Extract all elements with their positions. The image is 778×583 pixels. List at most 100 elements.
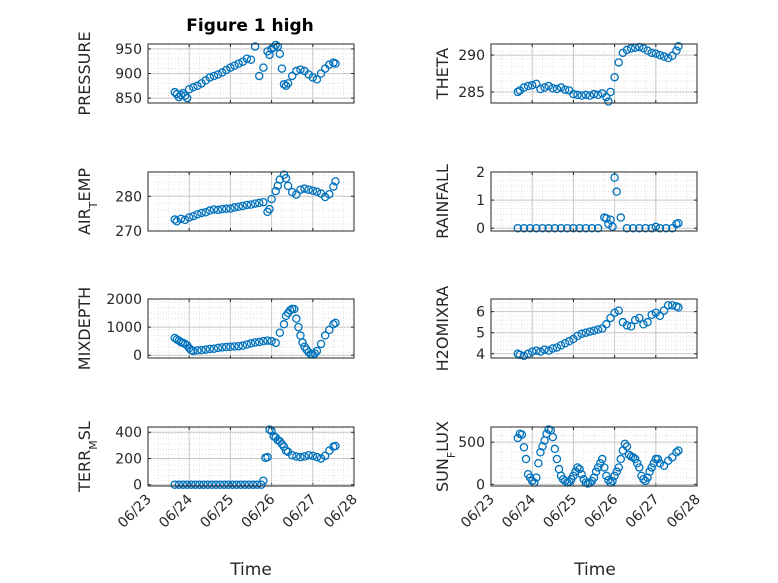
data-point [250, 42, 260, 51]
data-point [292, 190, 301, 199]
data-point [226, 342, 235, 352]
data-point [281, 173, 291, 183]
data-point [635, 313, 644, 323]
data-point [296, 65, 305, 74]
data-point [589, 89, 599, 99]
data-point [643, 317, 652, 327]
data-point [265, 204, 274, 214]
data-point [170, 480, 180, 489]
data-point [513, 223, 523, 233]
data-point [643, 473, 652, 482]
y-tick-label: 4 [476, 347, 485, 363]
data-point [197, 208, 206, 218]
data-point [544, 81, 553, 91]
x-axis-label-right: Time [573, 560, 616, 580]
data-point [573, 331, 582, 341]
data-point [639, 475, 648, 484]
data-point [300, 184, 309, 193]
data-point [672, 46, 681, 55]
data-point [624, 450, 634, 460]
data-point [205, 344, 215, 354]
data-point [316, 69, 326, 78]
data-point [616, 213, 626, 222]
data-point [172, 217, 182, 226]
axes-box [147, 426, 355, 487]
data-point [635, 463, 644, 472]
data-point [653, 454, 663, 464]
data-point [548, 344, 558, 353]
data-point [180, 215, 190, 225]
data-point [630, 315, 640, 325]
data-point [544, 223, 553, 233]
data-point [281, 81, 291, 91]
data-point [550, 444, 560, 454]
data-point [604, 97, 613, 106]
data-point [532, 473, 541, 482]
data-point [329, 320, 338, 329]
data-point [331, 318, 340, 328]
data-point [647, 463, 656, 472]
data-point [597, 454, 607, 464]
data-point [292, 314, 301, 323]
data-point [593, 325, 603, 334]
data-point [250, 338, 260, 347]
x-tick-label: 06/28 [664, 492, 704, 532]
data-point [182, 93, 192, 103]
data-point [193, 81, 202, 91]
data-point [532, 79, 541, 89]
data-point [199, 480, 208, 489]
data-point [608, 476, 617, 486]
y-tick-label: 500 [458, 435, 485, 451]
data-point [201, 345, 210, 354]
y-tick-label: 2000 [106, 292, 142, 308]
data-point [639, 44, 648, 53]
data-point [292, 66, 301, 76]
data-point [556, 83, 566, 92]
y-tick-label: 290 [458, 48, 485, 64]
data-point [234, 202, 243, 211]
y-tick-label: 2 [476, 165, 485, 181]
data-point [195, 480, 204, 489]
data-point [226, 63, 235, 72]
data-point [544, 346, 553, 355]
data-point [187, 480, 196, 489]
data-point [538, 223, 547, 233]
data-point [560, 338, 570, 348]
y-tick-label: 285 [458, 85, 485, 101]
data-point [271, 338, 280, 348]
data-point [626, 322, 636, 331]
data-point [331, 441, 340, 451]
data-point [308, 73, 318, 82]
data-point [589, 473, 599, 482]
data-point [626, 44, 636, 53]
data-point [209, 344, 219, 353]
data-point [312, 452, 322, 462]
data-point [226, 204, 235, 213]
data-point [532, 223, 541, 233]
x-tick-label: 06/26 [239, 491, 279, 531]
subplot-h2omixra: 4 5 6 H2OMIXRA [433, 286, 698, 371]
data-point [244, 480, 254, 489]
data-point [259, 63, 268, 72]
y-tick-label: 850 [115, 91, 142, 107]
data-point [639, 320, 648, 329]
data-point [647, 48, 656, 58]
data-point [674, 446, 683, 455]
data-point [254, 337, 264, 347]
data-point [587, 223, 597, 233]
data-point [519, 442, 529, 452]
data-point [616, 454, 626, 464]
data-point [602, 320, 611, 329]
data-point [565, 477, 574, 487]
data-point [527, 81, 537, 90]
data-point [585, 91, 595, 100]
data-point [610, 471, 619, 481]
y-axis-label: SUNFLUX [433, 421, 458, 492]
data-point [517, 430, 527, 439]
data-point [604, 475, 613, 485]
y-axis-label: PRESSURE [75, 31, 94, 115]
data-point [281, 446, 291, 455]
data-point [519, 83, 529, 92]
axes-box [490, 298, 698, 359]
data-point [655, 458, 665, 468]
